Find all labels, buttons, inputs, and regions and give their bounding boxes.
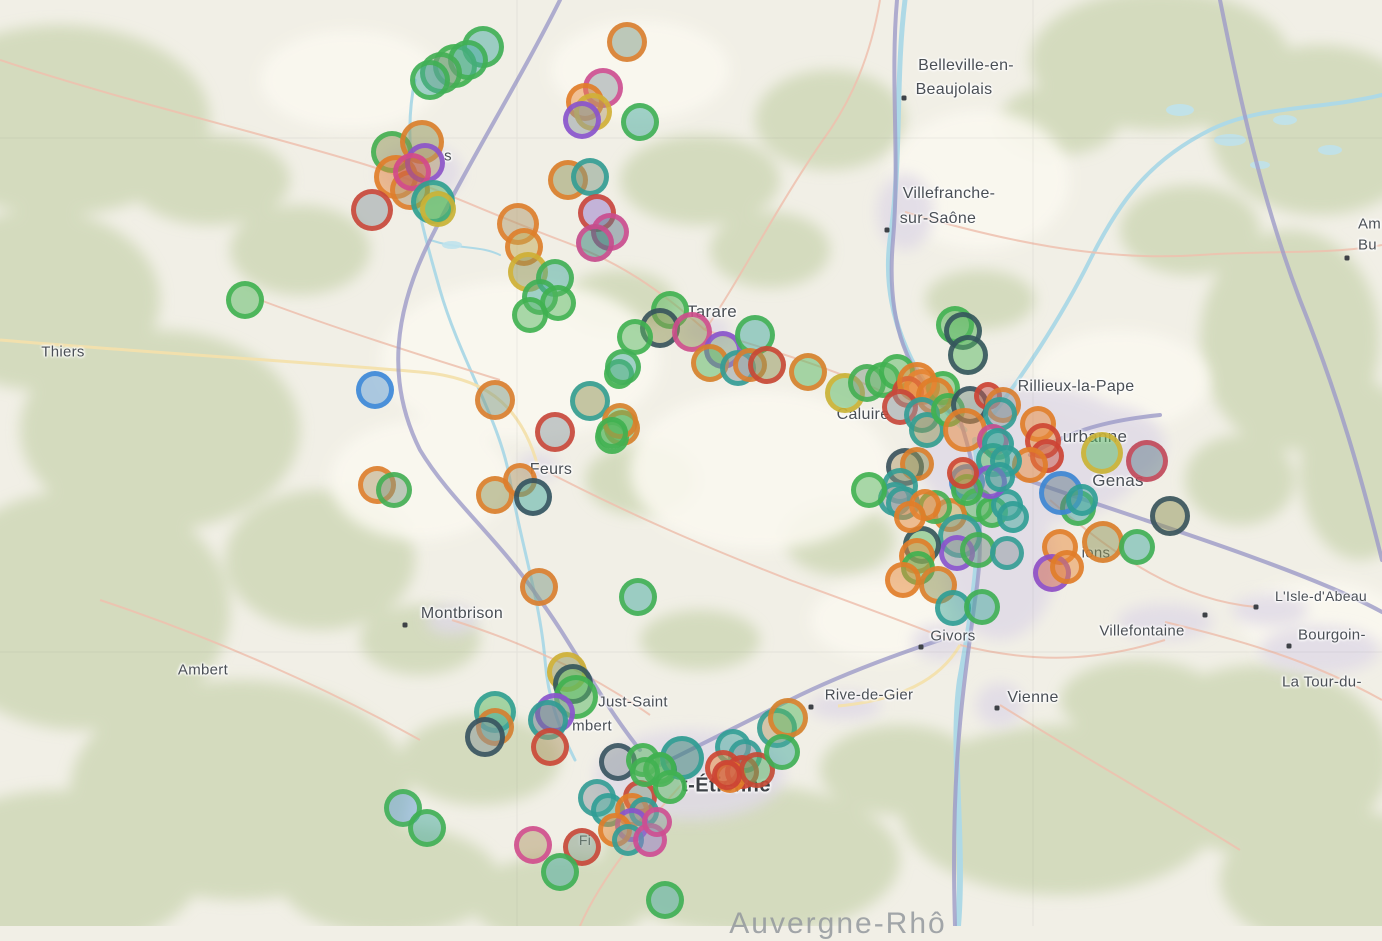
map-marker[interactable] [1066, 484, 1098, 516]
map-marker[interactable] [894, 501, 926, 533]
map-marker[interactable] [748, 346, 786, 384]
map-marker[interactable] [226, 281, 264, 319]
city-label-belleville-line1: Belleville-en- [918, 57, 1014, 74]
map-marker[interactable] [420, 191, 456, 227]
map-marker[interactable] [1082, 521, 1124, 563]
map-marker[interactable] [1050, 550, 1084, 584]
city-label-villefontaine: Villefontaine [1099, 622, 1185, 640]
map-marker[interactable] [1081, 432, 1123, 474]
city-label-hidden-town-fragment: s [444, 147, 452, 165]
city-dot [1286, 643, 1292, 649]
map-marker[interactable] [514, 826, 552, 864]
map-marker[interactable] [764, 734, 800, 770]
map-marker[interactable] [512, 297, 548, 333]
map-marker[interactable] [617, 319, 653, 355]
map-marker[interactable] [520, 568, 558, 606]
map-marker[interactable] [535, 412, 575, 452]
map-marker[interactable] [376, 472, 412, 508]
map-marker[interactable] [563, 101, 601, 139]
city-label-thiers: Thiers [41, 343, 85, 361]
city-label-bourgoin: Bourgoin- [1298, 626, 1366, 644]
map-marker[interactable] [1150, 496, 1190, 536]
map-marker[interactable] [571, 158, 609, 196]
city-label-rillieux-la-pape: Rillieux-la-Pape [1017, 378, 1135, 395]
city-dot [901, 95, 907, 101]
map-marker[interactable] [531, 728, 569, 766]
map-marker[interactable] [605, 349, 641, 385]
city-label-la-tour-du: La Tour-du- [1282, 673, 1362, 691]
city-label-feurs: Feurs [529, 461, 573, 478]
map-marker[interactable] [528, 700, 568, 740]
map-marker[interactable] [408, 809, 446, 847]
map-marker[interactable] [596, 417, 628, 449]
city-label-montbrison: Montbrison [420, 605, 504, 622]
map-marker[interactable] [1119, 529, 1155, 565]
map-marker[interactable] [964, 589, 1000, 625]
map-marker[interactable] [351, 189, 393, 231]
city-label-rive-de-gier: Rive-de-Gier [824, 686, 914, 704]
map-marker[interactable] [712, 760, 742, 790]
city-label-ambert: Ambert [177, 661, 229, 679]
map-marker[interactable] [621, 103, 659, 141]
city-label-am-fragment: Am [1358, 215, 1382, 233]
map-marker[interactable] [985, 462, 1015, 492]
city-label-belleville-line2: Beaujolais [915, 81, 993, 98]
city-dot [918, 644, 924, 650]
city-dot [402, 622, 408, 628]
city-label-villefranche-line1: Villefranche- [902, 185, 996, 202]
map-marker[interactable] [739, 752, 775, 788]
map-marker[interactable] [642, 807, 672, 837]
map-marker[interactable] [789, 353, 827, 391]
map-marker[interactable] [630, 757, 660, 787]
city-label-bu-fragment: Bu [1358, 236, 1377, 254]
city-label-villefranche-line2: sur-Saône [899, 210, 977, 227]
map-marker[interactable] [475, 380, 515, 420]
city-label-genas: Genas [1092, 471, 1144, 490]
city-label-vienne: Vienne [1007, 689, 1059, 706]
city-dot [808, 704, 814, 710]
map-marker[interactable] [947, 457, 979, 489]
city-label-saint-just-line2: mbert [572, 717, 612, 735]
map-marker[interactable] [541, 853, 579, 891]
map-marker[interactable] [997, 501, 1029, 533]
map-marker[interactable] [465, 717, 505, 757]
city-dot [1253, 604, 1259, 610]
map-marker[interactable] [410, 60, 450, 100]
map-marker[interactable] [514, 478, 552, 516]
map-marker[interactable] [948, 335, 988, 375]
map-marker[interactable] [356, 371, 394, 409]
map-marker[interactable] [576, 224, 614, 262]
map-marker[interactable] [885, 562, 921, 598]
city-dot [994, 705, 1000, 711]
map-marker[interactable] [851, 472, 887, 508]
city-dot [884, 227, 890, 233]
city-dot [1202, 612, 1208, 618]
city-dot [1344, 255, 1350, 261]
map-marker[interactable] [1126, 440, 1168, 482]
map-marker[interactable] [619, 578, 657, 616]
map-marker[interactable] [607, 22, 647, 62]
city-label-givors: Givors [930, 627, 976, 645]
map-marker[interactable] [768, 698, 808, 738]
map-marker[interactable] [646, 881, 684, 919]
map-marker[interactable] [990, 536, 1024, 570]
city-label-saint-just-line1: Just-Saint [598, 693, 668, 711]
city-label-lisle-dabeau: L'Isle-d'Abeau [1274, 588, 1368, 604]
